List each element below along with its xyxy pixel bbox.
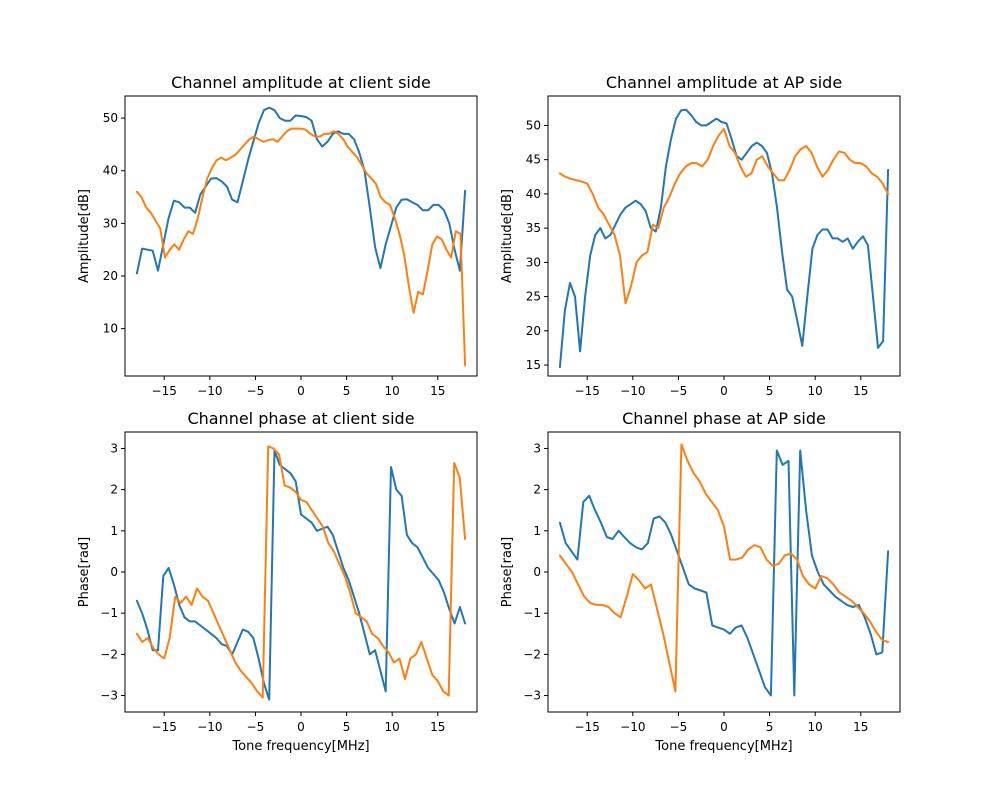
phase-ap-x-tick-label: −10 [620, 720, 645, 734]
amp-client-y-tick-label: 40 [103, 164, 118, 178]
amp-ap-x-tick-label: 10 [808, 384, 823, 398]
amp-ap-x-tick-label: 5 [766, 384, 774, 398]
amp-client-y-tick-label: 10 [103, 322, 118, 336]
phase-client-x-tick-label: 0 [297, 720, 305, 734]
phase-ap-y-tick-label: 2 [533, 483, 541, 497]
phase-client-ylabel: Phase[rad] [77, 537, 92, 608]
amp-ap-y-tick-label: 30 [526, 255, 541, 269]
phase-ap-y-tick-label: −1 [523, 606, 541, 620]
amp-ap-y-tick-label: 50 [526, 118, 541, 132]
phase-client-series-2-line [135, 445, 467, 699]
amp-client-y-tick-label: 20 [103, 269, 118, 283]
amp-ap-x-tick-label: −15 [575, 384, 600, 398]
phase-ap-xlabel: Tone frequency[MHz] [654, 739, 792, 754]
amp-ap-x-tick-label: −5 [670, 384, 688, 398]
amp-client-x-tick-label: −15 [152, 384, 177, 398]
phase-client-y-tick-label: 0 [110, 565, 118, 579]
amp-client-x-tick-label: −10 [197, 384, 222, 398]
phase-client-series-1-line [135, 449, 467, 701]
phase-client-axes-frame [124, 431, 478, 713]
amp-client-ylabel: Amplitude[dB] [77, 189, 92, 283]
amp-client-x-tick-label: 10 [385, 384, 400, 398]
chart-amp-ap: −15 −10 −5 0 5 10 15 15 20 25 30 35 40 45 50 Channel am… [500, 73, 901, 398]
amp-ap-y-tick-label: 25 [526, 290, 541, 304]
phase-ap-x-tick-label: −5 [670, 720, 688, 734]
phase-client-x-tick-label: 5 [343, 720, 351, 734]
amp-client-x-tick-label: −5 [247, 384, 265, 398]
phase-ap-y-tick-label: 1 [533, 524, 541, 538]
phase-client-y-tick-label: 3 [110, 441, 118, 455]
phase-ap-x-tick-label: −15 [575, 720, 600, 734]
phase-client-y-tick-label: −3 [100, 689, 118, 703]
phase-ap-axes-frame [547, 431, 901, 713]
amp-client-series-2-line [135, 127, 467, 367]
amp-ap-y-tick-label: 45 [526, 153, 541, 167]
phase-ap-x-tick-label: 10 [808, 720, 823, 734]
phase-ap-series-1-line [558, 449, 890, 697]
phase-ap-y-tick-label: −3 [523, 689, 541, 703]
amp-client-y-tick-label: 30 [103, 216, 118, 230]
amp-ap-x-tick-label: 0 [720, 384, 728, 398]
phase-ap-title: Channel phase at AP side [622, 409, 826, 428]
phase-client-title: Channel phase at client side [187, 409, 414, 428]
amp-ap-axes-frame [547, 95, 901, 377]
amp-ap-x-tick-label: 15 [853, 384, 868, 398]
phase-client-xlabel: Tone frequency[MHz] [231, 739, 369, 754]
amp-client-title: Channel amplitude at client side [171, 73, 431, 92]
amp-ap-x-tick-label: −10 [620, 384, 645, 398]
amp-ap-ylabel: Amplitude[dB] [500, 189, 515, 283]
amp-client-y-tick-label: 50 [103, 111, 118, 125]
amp-client-axes-frame [124, 95, 478, 377]
phase-ap-y-tick-label: −2 [523, 647, 541, 661]
amp-ap-y-tick-label: 40 [526, 187, 541, 201]
phase-client-y-tick-label: −1 [100, 606, 118, 620]
phase-ap-x-tick-label: 15 [853, 720, 868, 734]
phase-client-x-tick-label: 15 [430, 720, 445, 734]
amp-ap-series-2-line [558, 127, 890, 305]
phase-client-y-tick-label: 2 [110, 483, 118, 497]
phase-ap-y-tick-label: 0 [533, 565, 541, 579]
amp-client-x-tick-label: 15 [430, 384, 445, 398]
phase-ap-ylabel: Phase[rad] [500, 537, 515, 608]
phase-client-x-tick-label: −10 [197, 720, 222, 734]
amp-ap-title: Channel amplitude at AP side [606, 73, 842, 92]
chart-amp-client: −15 −10 −5 0 5 10 15 10 20 30 40 50 Channel amplitud… [77, 73, 478, 398]
amp-client-x-tick-label: 5 [343, 384, 351, 398]
phase-ap-x-tick-label: 0 [720, 720, 728, 734]
amp-client-x-tick-label: 0 [297, 384, 305, 398]
amp-ap-y-tick-label: 15 [526, 358, 541, 372]
amp-client-series-1-line [135, 106, 467, 275]
phase-client-y-tick-label: −2 [100, 647, 118, 661]
phase-client-x-tick-label: −5 [247, 720, 265, 734]
phase-client-x-tick-label: 10 [385, 720, 400, 734]
phase-ap-y-tick-label: 3 [533, 441, 541, 455]
phase-ap-x-tick-label: 5 [766, 720, 774, 734]
phase-client-x-tick-label: −15 [152, 720, 177, 734]
amp-ap-y-tick-label: 35 [526, 221, 541, 235]
amp-ap-series-1-line [558, 108, 890, 369]
amp-ap-y-tick-label: 20 [526, 324, 541, 338]
phase-ap-series-2-line [558, 443, 890, 693]
phase-client-y-tick-label: 1 [110, 524, 118, 538]
